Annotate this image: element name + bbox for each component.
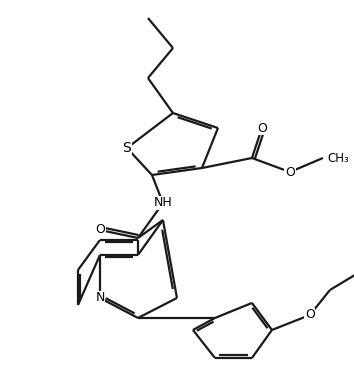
Text: S: S [122,141,131,155]
Text: NH: NH [154,196,172,209]
Text: N: N [95,292,105,305]
Text: CH₃: CH₃ [327,151,349,165]
Text: O: O [95,223,105,236]
Text: O: O [305,309,315,322]
Text: O: O [257,121,267,135]
Text: O: O [285,165,295,178]
